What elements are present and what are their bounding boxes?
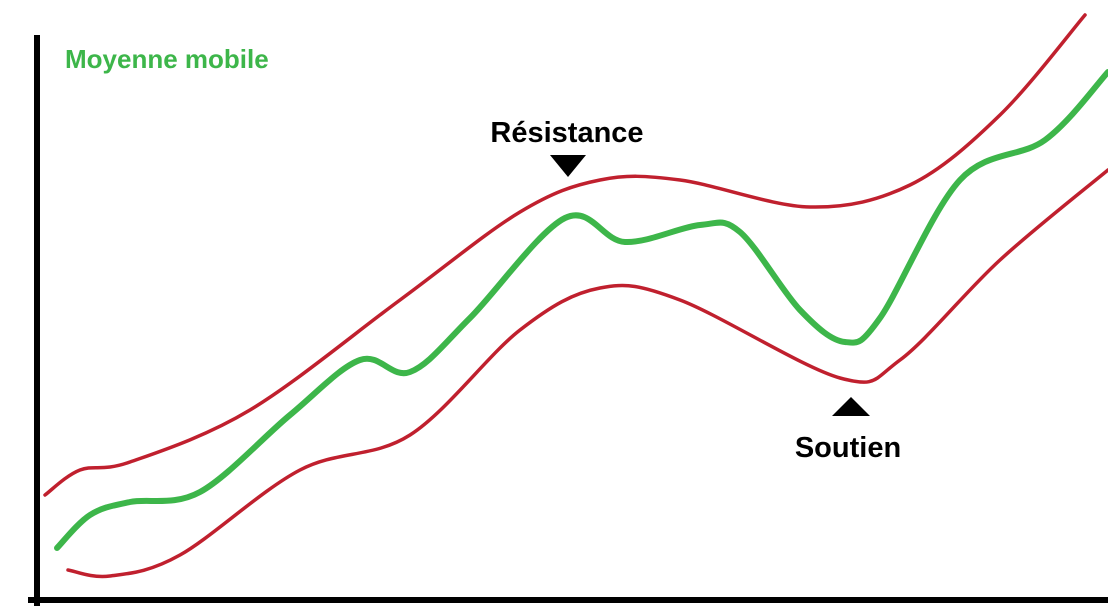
lower-band: [66, 168, 1108, 579]
upper-band: [43, 13, 1087, 497]
resistance-marker: [550, 155, 586, 177]
moving-average-line: [54, 69, 1108, 551]
support-marker: [832, 397, 870, 416]
resistance-label: Résistance: [490, 117, 643, 149]
title: Moyenne mobile: [65, 44, 269, 74]
support-label: Soutien: [795, 432, 901, 464]
